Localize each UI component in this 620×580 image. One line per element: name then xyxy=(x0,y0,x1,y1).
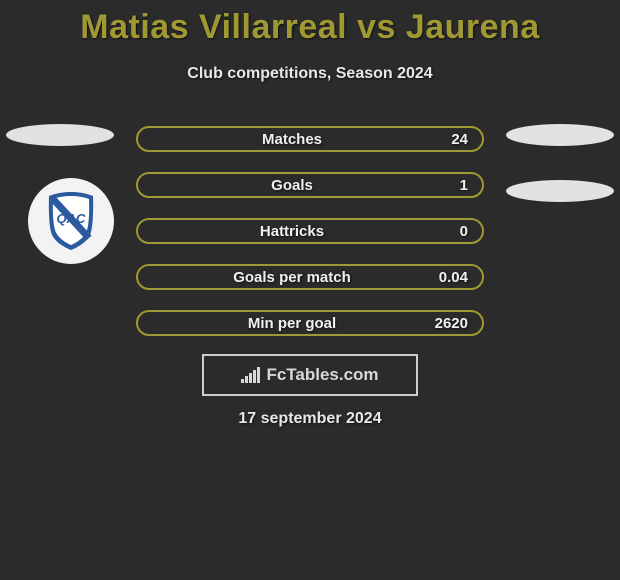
stat-row: Goals1 xyxy=(136,172,484,198)
player-right-placeholder-1 xyxy=(506,124,614,146)
stat-label: Min per goal xyxy=(152,315,432,332)
stat-value: 0.04 xyxy=(432,269,468,286)
subtitle: Club competitions, Season 2024 xyxy=(0,65,620,83)
svg-text:QAC: QAC xyxy=(57,211,87,226)
stat-value: 0 xyxy=(432,223,468,240)
stats-container: Matches24 Goals1 Hattricks0 Goals per match… xyxy=(136,126,484,356)
logo-text: FcTables.com xyxy=(266,365,378,385)
player-right-placeholder-2 xyxy=(506,180,614,202)
stat-label: Goals per match xyxy=(152,269,432,286)
stat-row: Min per goal2620 xyxy=(136,310,484,336)
stat-row: Hattricks0 xyxy=(136,218,484,244)
stat-label: Goals xyxy=(152,177,432,194)
stat-row: Matches24 xyxy=(136,126,484,152)
club-badge: QAC xyxy=(28,178,114,264)
stat-label: Matches xyxy=(152,131,432,148)
stat-row: Goals per match0.04 xyxy=(136,264,484,290)
bar-chart-icon xyxy=(241,367,260,383)
date-text: 17 september 2024 xyxy=(0,410,620,428)
fctables-logo: FcTables.com xyxy=(202,354,418,396)
stat-label: Hattricks xyxy=(152,223,432,240)
stat-value: 1 xyxy=(432,177,468,194)
shield-icon: QAC xyxy=(43,190,99,252)
page-title: Matias Villarreal vs Jaurena xyxy=(0,0,620,47)
player-left-placeholder xyxy=(6,124,114,146)
stat-value: 2620 xyxy=(432,315,468,332)
stat-value: 24 xyxy=(432,131,468,148)
